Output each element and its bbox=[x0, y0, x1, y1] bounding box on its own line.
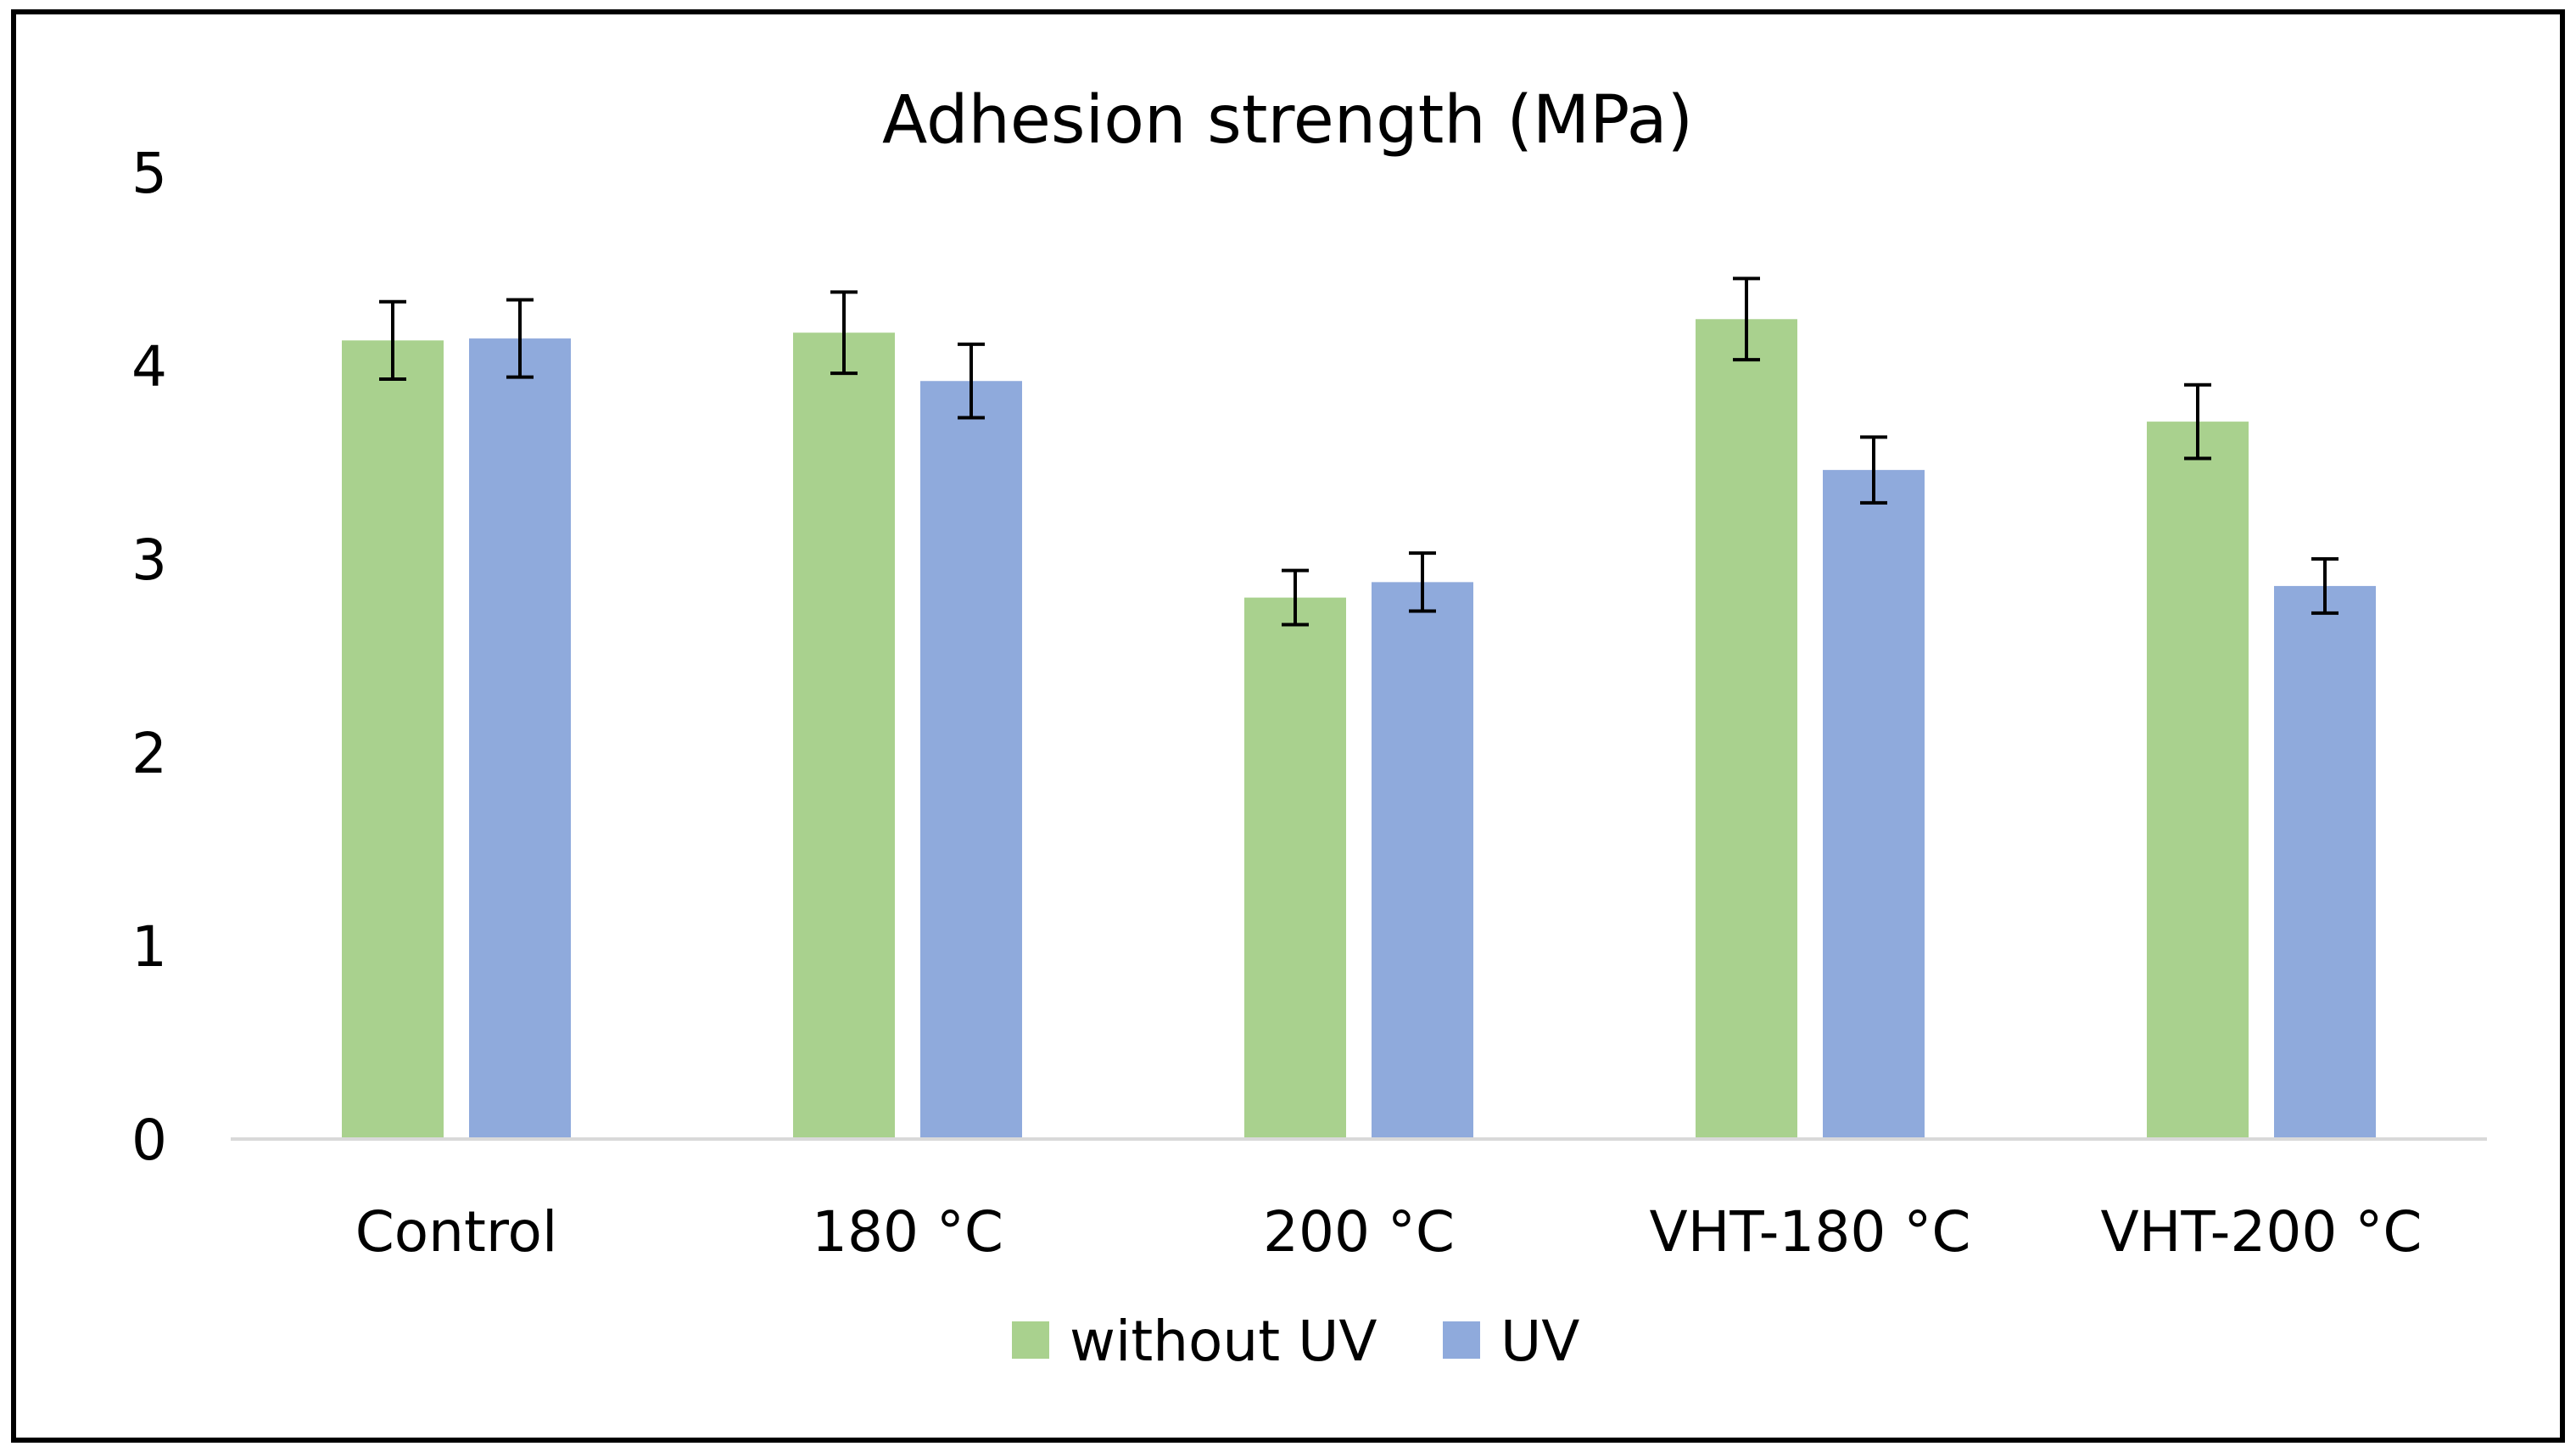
legend-label: UV bbox=[1500, 1309, 1579, 1374]
x-axis-category-labels: Control 180 °C 200 °C VHT-180 °C VHT-200 °C bbox=[355, 1199, 2422, 1265]
y-tick-label: 3 bbox=[131, 528, 167, 593]
bar bbox=[920, 381, 1022, 1139]
y-tick-label: 5 bbox=[131, 141, 167, 206]
bars-group bbox=[342, 319, 2376, 1140]
error-bars-group bbox=[379, 276, 2339, 627]
legend: without UV UV bbox=[1012, 1309, 1579, 1374]
y-tick-label: 4 bbox=[131, 334, 167, 399]
legend-label: without UV bbox=[1070, 1309, 1377, 1374]
chart-title: Adhesion strength (MPa) bbox=[882, 82, 1693, 159]
legend-swatch bbox=[1443, 1321, 1480, 1359]
x-tick-label: 200 °C bbox=[1263, 1199, 1455, 1265]
bar bbox=[793, 332, 895, 1139]
x-tick-label: Control bbox=[355, 1199, 558, 1265]
bar bbox=[342, 340, 444, 1139]
bar bbox=[1372, 582, 1473, 1139]
bar bbox=[469, 338, 571, 1140]
y-tick-label: 2 bbox=[131, 721, 167, 786]
bar bbox=[2274, 585, 2376, 1139]
bar bbox=[1696, 319, 1797, 1139]
y-axis-tick-labels: 0 1 2 3 4 5 bbox=[131, 141, 167, 1173]
x-tick-label: 180 °C bbox=[812, 1199, 1003, 1265]
x-tick-label: VHT-200 °C bbox=[2101, 1199, 2422, 1265]
bar bbox=[1823, 470, 1925, 1139]
bar bbox=[1244, 597, 1346, 1139]
y-tick-label: 1 bbox=[131, 914, 167, 980]
bar bbox=[2147, 422, 2249, 1139]
x-tick-label: VHT-180 °C bbox=[1650, 1199, 1971, 1265]
y-tick-label: 0 bbox=[131, 1108, 167, 1173]
legend-swatch bbox=[1012, 1321, 1049, 1359]
